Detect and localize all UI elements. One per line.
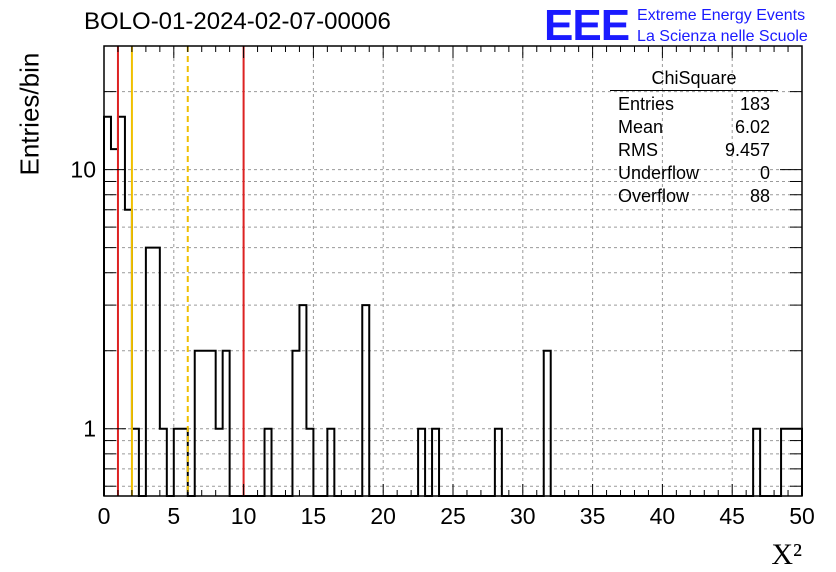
- stats-label: Overflow: [618, 186, 690, 206]
- stats-value: 9.457: [724, 140, 770, 160]
- histogram-bin: [209, 351, 216, 496]
- histogram-bin: [118, 117, 125, 496]
- y-tick-label: 1: [83, 416, 96, 442]
- histogram-bin: [292, 351, 299, 496]
- stats-row-overflow: Overflow 88: [610, 185, 778, 208]
- histogram-bin: [111, 149, 118, 496]
- stats-value: 6.02: [734, 117, 770, 137]
- x-axis-label: X²: [771, 538, 802, 571]
- stats-label: Underflow: [618, 163, 700, 183]
- histogram-bin: [195, 351, 202, 496]
- stats-title: ChiSquare: [610, 68, 778, 91]
- stats-row-rms: RMS 9.457: [610, 139, 778, 162]
- stats-box: ChiSquare Entries 183 Mean 6.02 RMS 9.45…: [610, 68, 778, 208]
- stats-label: Mean: [618, 117, 664, 137]
- stats-value: 88: [749, 186, 770, 206]
- logo-line-2: La Scienza nelle Scuole: [637, 28, 808, 45]
- stats-label: Entries: [618, 94, 675, 114]
- x-tick-label: 40: [650, 503, 676, 529]
- histogram-bin: [153, 248, 160, 496]
- x-tick-label: 45: [719, 503, 745, 529]
- histogram-bin: [299, 305, 306, 496]
- stats-row-underflow: Underflow 0: [610, 162, 778, 185]
- x-tick-label: 5: [167, 503, 180, 529]
- histogram-bin: [104, 117, 111, 496]
- logo-line-1: Extreme Energy Events: [637, 7, 806, 24]
- logo-text: Extreme Energy Events La Scienza nelle S…: [637, 5, 808, 47]
- x-tick-label: 25: [440, 503, 466, 529]
- stats-row-mean: Mean 6.02: [610, 116, 778, 139]
- logo-mark: EEE: [544, 1, 630, 50]
- stats-row-entries: Entries 183: [610, 93, 778, 116]
- x-tick-label: 0: [98, 503, 111, 529]
- histogram-bin: [125, 210, 132, 496]
- y-tick-label: 10: [70, 157, 96, 183]
- y-axis-label: Entries/bin: [14, 52, 45, 176]
- histogram-bin: [362, 305, 369, 496]
- stats-label: RMS: [618, 140, 658, 160]
- stats-value: 183: [739, 94, 770, 114]
- histogram-bin: [544, 351, 551, 496]
- chart-title: BOLO-01-2024-02-07-00006: [84, 8, 391, 35]
- x-tick-label: 30: [510, 503, 536, 529]
- x-tick-label: 10: [231, 503, 257, 529]
- histogram-bin: [223, 351, 230, 496]
- x-tick-label: 20: [370, 503, 396, 529]
- x-tick-label: 50: [789, 503, 815, 529]
- histogram-bin: [146, 248, 153, 496]
- x-tick-label: 35: [580, 503, 606, 529]
- histogram-bin: [202, 351, 209, 496]
- x-tick-label: 15: [301, 503, 327, 529]
- stats-value: 0: [759, 163, 770, 183]
- eee-logo: EEE Extreme Energy Events La Scienza nel…: [544, 4, 808, 48]
